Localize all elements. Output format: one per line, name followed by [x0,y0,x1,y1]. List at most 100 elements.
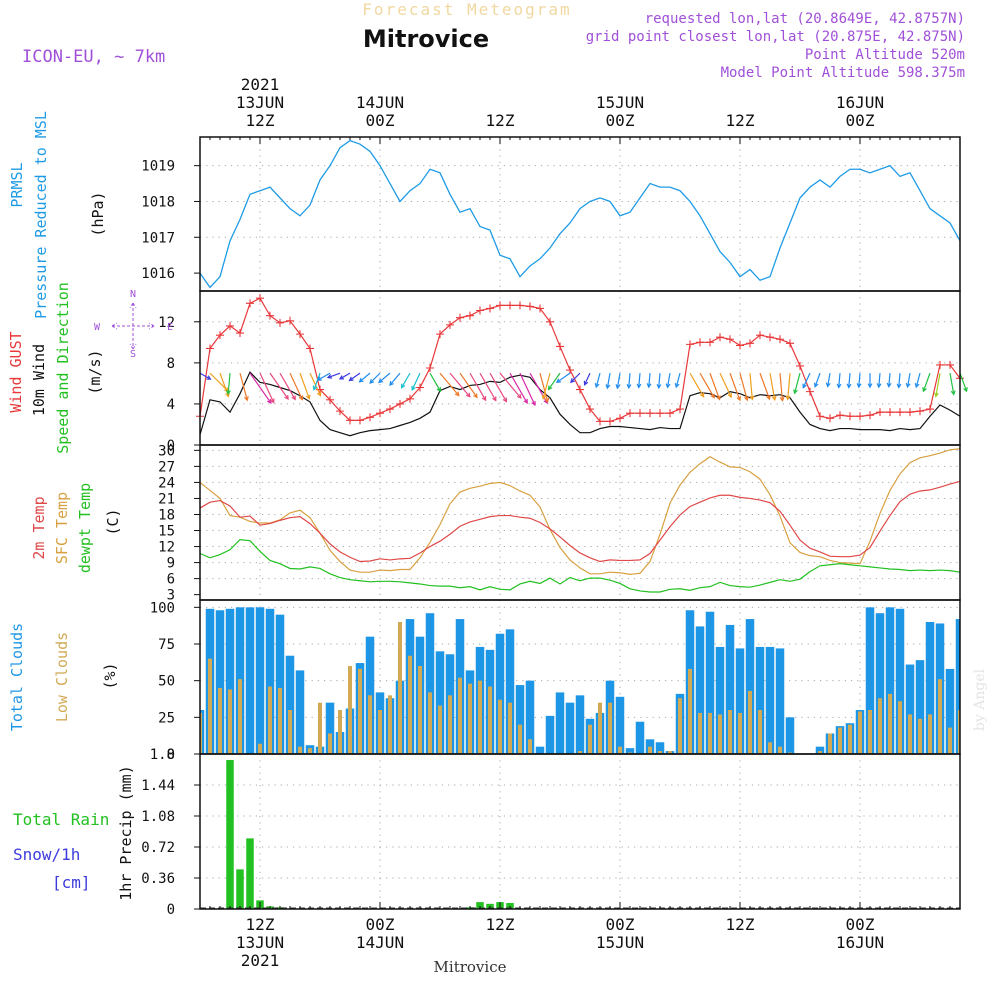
low-cloud-bar [738,712,742,754]
gust-marker [936,360,944,369]
total-cloud-bar [945,668,955,754]
gust-marker [836,411,844,420]
low-cloud-bar [868,710,872,754]
x-tick-label-top: 00Z [366,111,395,130]
panel-frame [199,290,961,446]
low-cloud-bar [658,751,662,754]
wind-arrow [239,372,249,402]
gust-marker [266,311,274,320]
y-tick-label: 0 [167,438,175,454]
gust-marker [846,412,854,421]
wind-arrow [813,372,821,388]
watermark: by Angel [972,668,988,731]
total-cloud-bar [325,702,335,754]
wind-arrow [499,372,522,399]
low-cloud-bar [318,702,322,754]
gust-marker [926,405,934,414]
total-cloud-bar [225,608,235,754]
gust-marker [346,416,354,425]
pressure-line [199,139,961,289]
gust-marker [876,408,884,417]
low-cloud-bar [528,739,532,754]
wind-arrow [226,373,231,396]
gust-marker [546,317,554,326]
axis-label-mm: 1hr Precip (mm) [117,765,135,900]
panel-label-pressure: Pressure Reduced to MSL [32,111,50,319]
compass-south: S [130,349,136,360]
wind-arrow [886,373,892,388]
wind-arrow [555,372,571,384]
low-cloud-bar [328,733,332,754]
wind-arrow [836,373,842,389]
model-altitude: Model Point Altitude 598.375m [721,65,965,81]
panel-label-sfc-temp: SFC Temp [53,492,71,564]
wind-arrow [802,372,811,389]
wind-arrow [309,372,322,397]
wind-arrow [905,373,911,389]
total-cloud-bar [655,742,665,754]
wind-arrow [922,372,931,393]
x-tick-label-top: 00Z [606,111,635,130]
low-cloud-bar [498,699,502,754]
wind-arrow [369,372,381,384]
low-cloud-bar [298,746,302,754]
total-cloud-bar [575,695,585,754]
compass-north: N [130,289,136,300]
low-cloud-bar [938,679,942,754]
y-tick-label: 18 [158,507,175,523]
axis-label-hpa: (hPa) [89,191,107,236]
gust-marker [406,394,414,403]
y-tick-label: 12 [158,315,175,331]
low-cloud-bar [258,743,262,754]
total-cloud-bar [895,608,905,754]
wind-arrow [785,373,791,401]
y-tick-label: 15 [158,524,175,540]
gust-marker [636,409,644,418]
panel-label-dewpt: dewpt Temp [76,483,94,573]
wind-arrow [749,373,755,401]
total-cloud-bar [435,651,445,754]
x-tick-label-top: 15JUN [596,93,644,112]
wind-arrow [279,372,296,401]
gust-marker [856,412,864,421]
low-cloud-bar [448,695,452,754]
y-tick-label: 75 [158,637,175,653]
low-cloud-bar [778,746,782,754]
rain-bar [226,760,234,909]
total-cloud-bar [955,619,960,754]
gust-marker [396,399,404,408]
low-cloud-bar [308,748,312,754]
low-cloud-bar [758,710,762,754]
low-cloud-bar [958,710,960,754]
total-cloud-bar [200,710,205,754]
panel-label-10m-wind: 10m Wind [30,344,48,416]
wind-arrow [199,372,212,380]
low-cloud-bar [218,688,222,754]
total-cloud-bar [905,664,915,754]
panel-frame [199,444,961,601]
total-cloud-bar [755,646,765,754]
gust-marker [296,330,304,339]
x-tick-label-bottom: 00Z [366,915,395,934]
gust-marker [226,321,234,330]
gust-marker [896,408,904,417]
gust-marker [616,414,624,423]
x-tick-label-top: 13JUN [236,93,284,112]
low-cloud-bar [468,683,472,754]
y-tick-label: 0.72 [141,840,175,856]
point-altitude: Point Altitude 520m [805,47,965,63]
wind-arrow [759,372,771,401]
low-cloud-bar [718,714,722,754]
gridpoint-location: grid point closest lon,lat (20.875E, 42.… [586,29,965,45]
gust-marker [776,335,784,344]
gust-marker [286,316,294,325]
gust-marker [596,417,604,426]
wind-arrow [846,373,852,389]
panel-label-snow: Snow/1h [13,845,80,864]
panel-label-prmsl: PRMSL [8,162,26,207]
wind-arrow [779,373,785,402]
wind-arrow [876,373,882,389]
rain-bar [476,902,484,909]
axis-label-pct: (%) [101,662,119,689]
x-tick-label-bottom: 15JUN [596,933,644,952]
